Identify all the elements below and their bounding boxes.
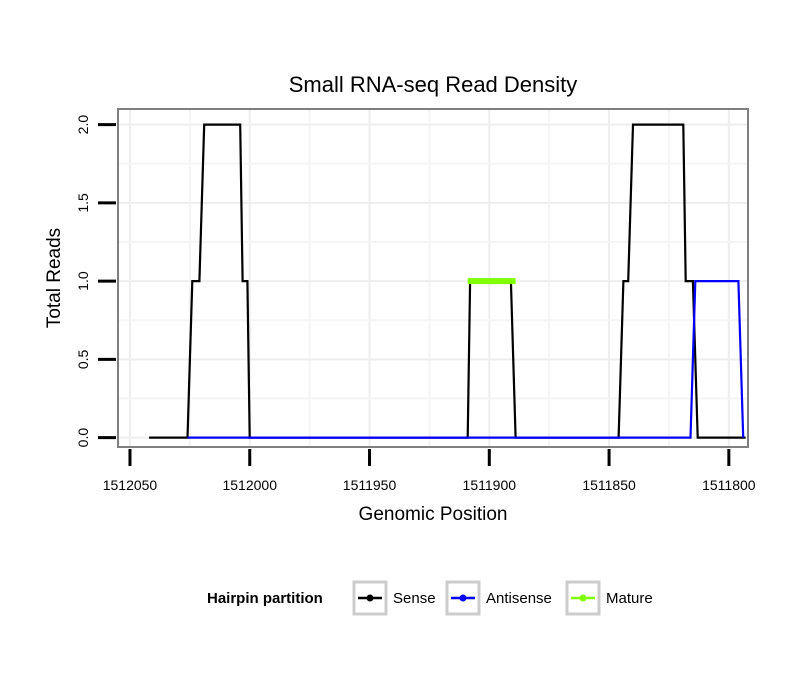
plot-border <box>117 108 749 448</box>
legend-label-antisense: Antisense <box>486 590 552 607</box>
legend-key-point <box>579 594 587 602</box>
series-layer <box>149 123 746 439</box>
legend-key-point <box>366 594 374 602</box>
series-line-antisense <box>187 280 745 439</box>
y-tick-label: 1.0 <box>75 271 91 291</box>
legend-label-mature: Mature <box>606 590 653 607</box>
x-axis-title: Genomic Position <box>359 504 508 525</box>
y-tick-label: 0.0 <box>75 428 91 448</box>
x-tick-label: 1512050 <box>103 477 158 493</box>
x-tick-label: 1512000 <box>222 477 277 493</box>
x-tick-label: 1511850 <box>582 477 636 493</box>
y-axis-title: Total Reads <box>44 228 65 328</box>
x-tick-label: 1511800 <box>702 477 756 493</box>
legend-key-point <box>459 594 467 602</box>
legend-title: Hairpin partition <box>207 590 323 607</box>
chart-title: Small RNA-seq Read Density <box>289 72 578 97</box>
grid-lines <box>118 109 748 447</box>
legend-label-sense: Sense <box>393 590 436 607</box>
x-tick-label: 1511900 <box>463 477 517 493</box>
plot-panel <box>118 109 748 447</box>
y-tick-label: 0.5 <box>75 349 91 369</box>
y-axis: 0.0 0.5 1.0 1.5 2.0 <box>75 115 116 448</box>
y-tick-label: 2.0 <box>75 115 91 135</box>
y-tick-label: 1.5 <box>75 193 91 213</box>
legend: Hairpin partition Sense Antisense Mature <box>207 580 653 616</box>
x-axis: 1512050 1512000 1511950 1511900 1511850 15118… <box>103 449 756 493</box>
x-tick-label: 1511950 <box>343 477 397 493</box>
